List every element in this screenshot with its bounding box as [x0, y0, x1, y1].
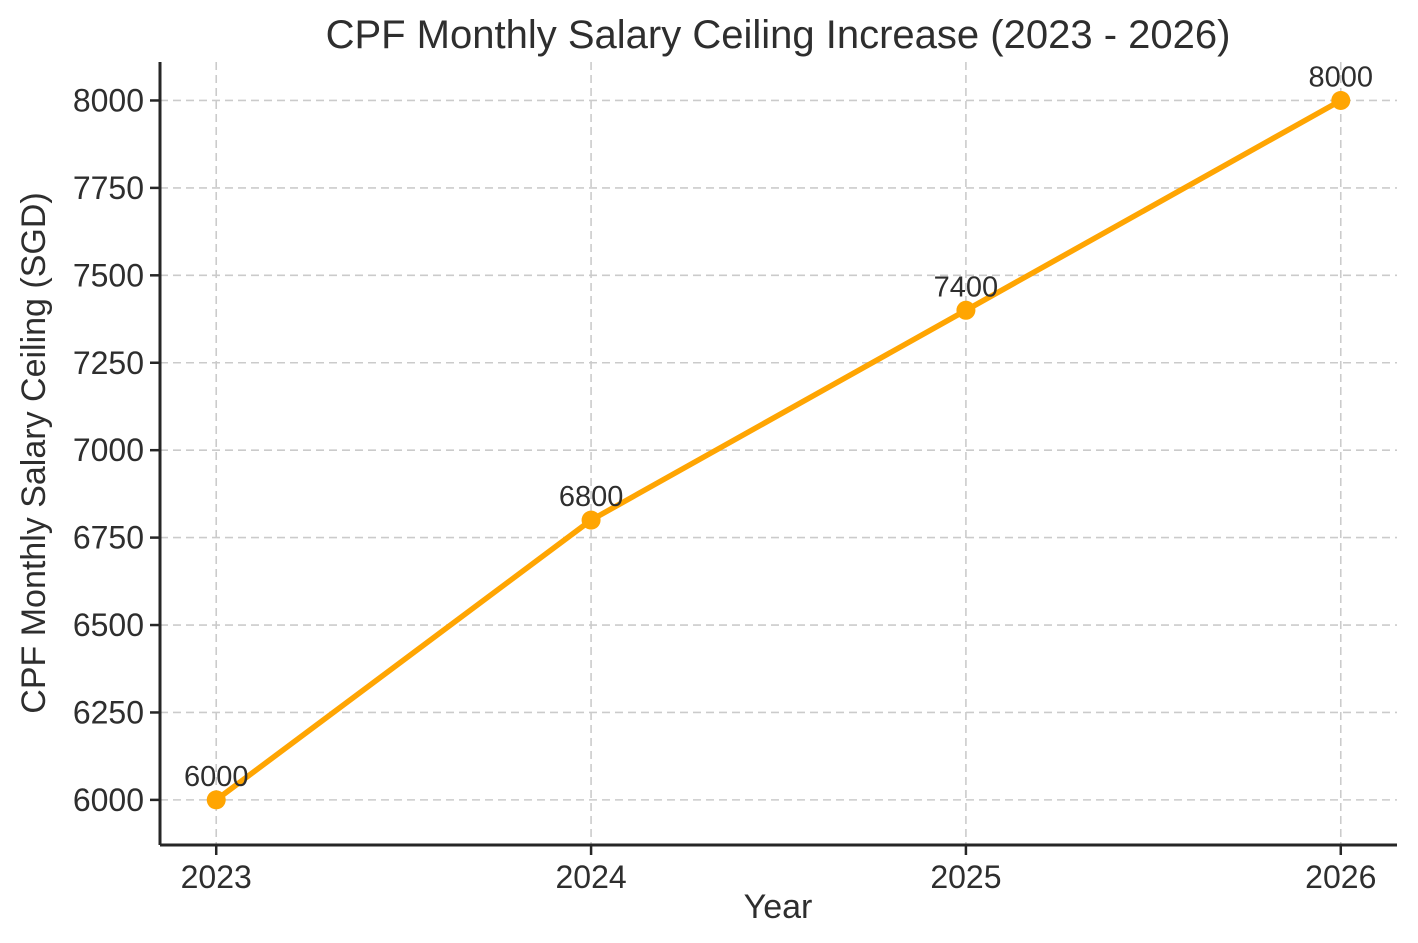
data-point-marker: [1331, 90, 1351, 110]
x-tick-label: 2025: [930, 859, 1001, 895]
x-tick-label: 2024: [555, 859, 626, 895]
point-label: 7400: [934, 271, 999, 303]
series-line: [213, 97, 1344, 803]
y-tick-label: 6000: [73, 782, 144, 818]
data-point-marker: [581, 510, 601, 530]
y-tick-label: 7250: [73, 345, 144, 381]
axes: 6000 6250 6500 6750 7000 7250 7500 7750 8000 2023…: [73, 62, 1397, 895]
gridlines: [160, 62, 1397, 845]
x-axis-title: Year: [744, 888, 813, 926]
y-tick-label: 6250: [73, 694, 144, 730]
data-labels: 6000 6800 7400 8000: [184, 61, 1373, 792]
data-point-marker: [956, 300, 976, 320]
data-point-marker: [206, 790, 226, 810]
y-tick-label: 7750: [73, 170, 144, 206]
y-tick-label: 7500: [73, 257, 144, 293]
y-tick-label: 8000: [73, 82, 144, 118]
point-label: 8000: [1309, 61, 1374, 93]
point-label: 6800: [559, 481, 624, 513]
y-tick-label: 6750: [73, 520, 144, 556]
y-tick-label: 6500: [73, 607, 144, 643]
x-tick-label: 2026: [1305, 859, 1376, 895]
point-label: 6000: [184, 761, 249, 793]
y-tick-label: 7000: [73, 432, 144, 468]
x-tick-label: 2023: [181, 859, 252, 895]
chart-title: CPF Monthly Salary Ceiling Increase (202…: [326, 13, 1231, 57]
y-axis-title: CPF Monthly Salary Ceiling (SGD): [15, 192, 53, 713]
data-series: [206, 90, 1351, 810]
